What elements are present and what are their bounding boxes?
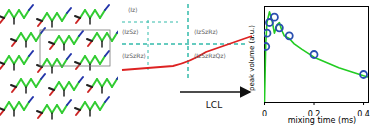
html-text:peak volume (a.u.): peak volume (a.u.) [248,24,256,92]
svg-text:0.4: 0.4 [357,110,370,116]
svg-text:⟨IzSzRz⟩: ⟨IzSzRz⟩ [194,28,218,35]
svg-text:LCL: LCL [206,100,222,110]
svg-text:⟨IzSzRz⟩: ⟨IzSzRz⟩ [122,52,146,59]
svg-text:⟨Iz⟩: ⟨Iz⟩ [128,6,138,13]
svg-text:0: 0 [262,110,267,116]
svg-text:⟨IzSz⟩: ⟨IzSz⟩ [122,28,139,35]
html-text:mixing time (ms): mixing time (ms) [287,116,357,125]
svg-text:⟨IzSzRzQz⟩: ⟨IzSzRzQz⟩ [194,52,226,59]
svg-text:0.2: 0.2 [308,110,321,116]
